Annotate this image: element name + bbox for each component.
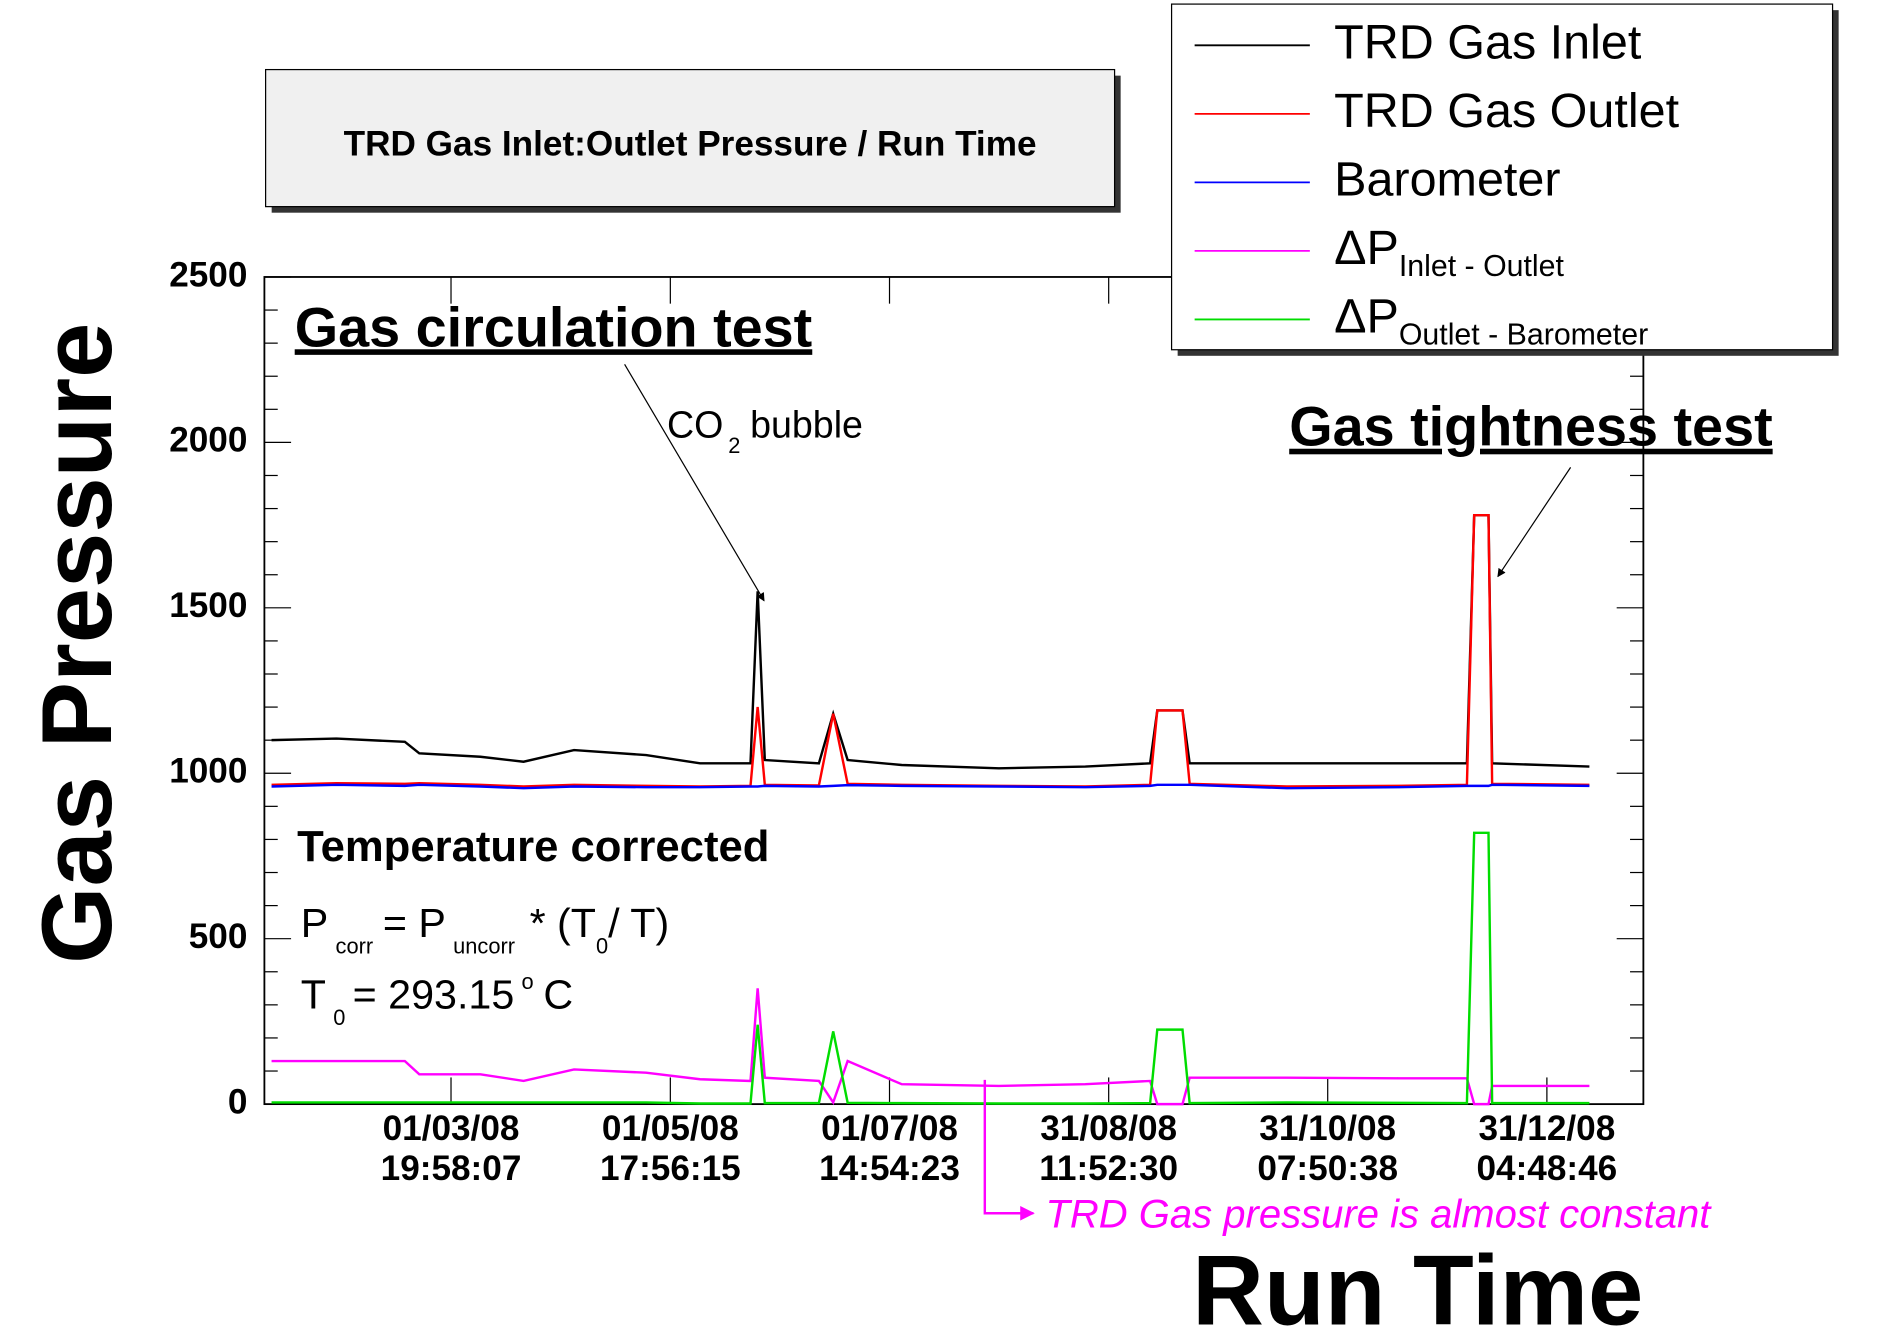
annotation: Gas tightness test <box>1289 396 1772 458</box>
x-tick-label: 04:48:46 <box>1477 1149 1618 1188</box>
x-tick-label: 31/08/08 <box>1040 1109 1177 1148</box>
series-line <box>271 988 1590 1106</box>
y-tick-label: 500 <box>189 917 248 956</box>
annotation: CO 2 bubble <box>667 403 863 457</box>
series-line <box>271 513 1590 788</box>
x-tick-label: 11:52:30 <box>1039 1149 1178 1188</box>
chart-title: TRD Gas Inlet:Outlet Pressure / Run Time <box>344 124 1037 163</box>
legend <box>1170 3 1834 351</box>
y-axis-label: Gas Pressure <box>22 323 133 964</box>
y-tick-label: 2500 <box>169 255 247 294</box>
x-tick-label: 19:58:07 <box>381 1149 522 1188</box>
annotation: Gas circulation test <box>295 296 813 358</box>
arrow <box>1497 467 1572 578</box>
series-line <box>271 783 1590 790</box>
x-tick-label: 01/05/08 <box>602 1109 739 1148</box>
series-line <box>271 831 1590 1105</box>
annotations: Gas circulation test CO 2 bubble Gas tight… <box>295 296 1773 1236</box>
x-tick-label: 14:54:23 <box>819 1149 960 1188</box>
y-tick-label: 2000 <box>169 421 247 460</box>
x-axis-label: Run Time <box>1192 1235 1643 1335</box>
title-box <box>265 68 1116 208</box>
legend-name: TRD Gas Inlet <box>1334 15 1642 69</box>
legend-label: TRD Gas Outlet <box>1334 84 1679 138</box>
legend-name: TRD Gas Outlet <box>1334 84 1679 138</box>
x-tick-label: 07:50:38 <box>1257 1149 1398 1188</box>
legend-subscript: Inlet - Outlet <box>1399 250 1565 283</box>
annotation: TRD Gas pressure is almost constant <box>1045 1192 1712 1236</box>
x-tick-label: 01/07/08 <box>821 1109 958 1148</box>
x-tick-label: 31/10/08 <box>1259 1109 1396 1148</box>
x-tick-label: 17:56:15 <box>600 1149 741 1188</box>
legend-label: Barometer <box>1334 152 1560 206</box>
annotation: Temperature corrected <box>297 822 769 871</box>
legend-label: TRD Gas Inlet <box>1334 15 1642 69</box>
annotation: Pcorr= Puncorr* (T0/ T) <box>301 900 669 959</box>
x-tick-label: 01/03/08 <box>383 1109 520 1148</box>
legend-name: Barometer <box>1334 152 1560 206</box>
series-line <box>271 513 1590 770</box>
y-tick-label: 0 <box>228 1082 248 1121</box>
legend-name: ΔP <box>1334 289 1399 343</box>
arrow <box>983 1079 1035 1221</box>
legend-name: ΔP <box>1334 221 1399 275</box>
y-tick-label: 1000 <box>169 752 247 791</box>
x-tick-label: 31/12/08 <box>1478 1109 1615 1148</box>
y-tick-label: 1500 <box>169 586 247 625</box>
legend-subscript: Outlet - Barometer <box>1399 318 1648 351</box>
arrow <box>624 363 765 602</box>
annotation: T0= 293.15 o C <box>301 969 573 1030</box>
legend-label: ΔPInlet - Outlet <box>1334 221 1564 283</box>
legend-label: ΔPOutlet - Barometer <box>1334 289 1648 351</box>
